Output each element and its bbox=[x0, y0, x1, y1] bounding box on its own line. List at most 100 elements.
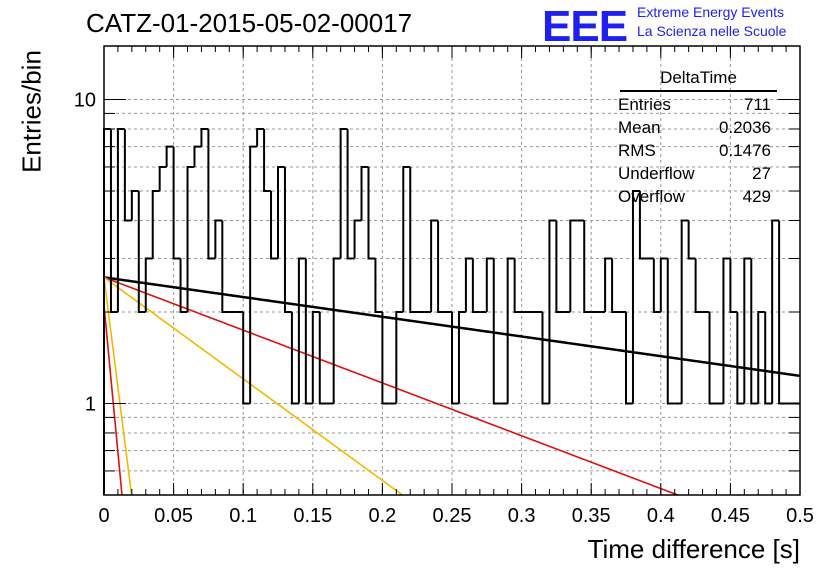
histogram-bin bbox=[353, 219, 362, 259]
histogram-bin bbox=[513, 258, 522, 313]
histogram-bin bbox=[666, 258, 675, 405]
stats-row: Underflow 27 bbox=[612, 162, 777, 185]
histogram-bin bbox=[165, 145, 174, 167]
tick-labels: 0 0.05 0.1 0.15 0.2 0.25 0.3 0.35 0.4 0.45 0.5 1 10 bbox=[74, 90, 814, 527]
histogram-bin bbox=[186, 165, 195, 312]
histogram-bin bbox=[771, 219, 780, 404]
histogram-bin bbox=[200, 127, 209, 147]
histogram-bin bbox=[611, 258, 620, 313]
histogram-bin bbox=[179, 258, 188, 313]
histogram-bin bbox=[137, 191, 146, 313]
histogram-bin bbox=[318, 311, 327, 405]
histogram-bin bbox=[277, 165, 285, 259]
x-axis-label: Time difference [s] bbox=[587, 534, 800, 564]
stats-label: Entries bbox=[618, 95, 671, 114]
x-tick-label: 0 bbox=[98, 505, 109, 527]
histogram-bin bbox=[263, 128, 272, 193]
histogram-bin bbox=[451, 311, 459, 405]
logo-line-2: La Scienza nelle Scuole bbox=[637, 23, 787, 39]
histogram-bin bbox=[506, 257, 515, 404]
stats-label: Mean bbox=[618, 118, 661, 137]
histogram-bin bbox=[339, 127, 348, 259]
fit-curve bbox=[103, 276, 679, 496]
stats-label: Overflow bbox=[618, 187, 686, 206]
histogram-bin bbox=[471, 258, 480, 313]
histogram-bin bbox=[283, 166, 292, 313]
histogram-bin bbox=[631, 190, 640, 404]
histogram-bin bbox=[311, 310, 320, 404]
histogram-bin bbox=[123, 128, 132, 222]
histogram-bin bbox=[207, 128, 216, 260]
histogram-bin bbox=[569, 219, 578, 312]
histogram-bin bbox=[430, 219, 439, 312]
histogram-bin bbox=[172, 146, 181, 260]
histogram-bin bbox=[256, 127, 265, 147]
histogram-bin bbox=[548, 219, 557, 404]
y-axis-label: Entries/bin bbox=[16, 50, 47, 173]
histogram-bin bbox=[360, 165, 369, 221]
stats-value: 27 bbox=[752, 164, 771, 183]
fit-curve bbox=[103, 277, 133, 496]
x-tick-label: 0.2 bbox=[368, 505, 396, 527]
stats-row: Mean 0.2036 bbox=[612, 116, 777, 139]
histogram-bin bbox=[290, 311, 299, 405]
chart-title: CATZ-01-2015-05-02-00017 bbox=[86, 8, 413, 38]
stats-row: RMS 0.1476 bbox=[612, 139, 777, 162]
x-tick-label: 0.05 bbox=[154, 505, 193, 527]
x-tick-label: 0.45 bbox=[711, 505, 750, 527]
histogram-bin bbox=[687, 220, 696, 260]
histogram-bin bbox=[193, 145, 202, 167]
histogram-bin bbox=[743, 257, 752, 404]
histogram-bin bbox=[694, 258, 703, 313]
histogram-bin bbox=[221, 220, 230, 313]
histogram-bin bbox=[116, 127, 125, 312]
histogram-bin bbox=[437, 220, 446, 313]
histogram-bin bbox=[764, 311, 773, 405]
histogram-bin bbox=[395, 310, 404, 404]
histogram-bin bbox=[402, 165, 411, 312]
histogram-bin bbox=[757, 310, 766, 404]
stats-row: Entries 711 bbox=[612, 93, 777, 116]
histogram-bin bbox=[729, 258, 738, 313]
histogram-bin bbox=[409, 166, 418, 313]
histogram-bin bbox=[708, 311, 717, 405]
histogram-bin bbox=[297, 257, 306, 404]
stats-value: 0.1476 bbox=[719, 141, 771, 160]
histogram-bin bbox=[604, 257, 613, 312]
histogram-bin bbox=[722, 257, 731, 404]
eee-logo: EEE bbox=[542, 2, 628, 51]
histogram-bin bbox=[485, 257, 494, 312]
histogram-bin bbox=[625, 311, 633, 405]
histogram-bin bbox=[214, 219, 223, 259]
histogram-bin bbox=[151, 190, 160, 259]
axis-ticks bbox=[103, 46, 801, 495]
x-tick-label: 0.25 bbox=[433, 505, 472, 527]
histogram-bin bbox=[638, 191, 647, 260]
stats-box: DeltaTime Entries 711 Mean 0.2036 RMS 0.147… bbox=[612, 68, 777, 208]
histogram-bin bbox=[332, 257, 341, 404]
histogram-bin bbox=[381, 311, 390, 405]
x-tick-label: 0.3 bbox=[508, 505, 536, 527]
stats-row: Overflow 429 bbox=[612, 185, 777, 208]
x-tick-label: 0.35 bbox=[572, 505, 611, 527]
histogram-bin bbox=[304, 258, 313, 405]
histogram-bin bbox=[374, 258, 383, 313]
histogram-bin bbox=[346, 128, 355, 260]
histogram-bin bbox=[464, 257, 473, 312]
histogram-bin bbox=[680, 219, 689, 404]
histogram-bin bbox=[158, 165, 167, 192]
x-tick-label: 0.1 bbox=[229, 505, 257, 527]
y-tick-label: 10 bbox=[74, 90, 96, 112]
histogram-bin bbox=[249, 145, 258, 404]
histogram-bin bbox=[492, 258, 501, 405]
histogram-bars bbox=[103, 127, 800, 495]
stats-label: RMS bbox=[618, 141, 656, 160]
histogram-bin bbox=[750, 258, 759, 405]
histogram-bin bbox=[659, 257, 668, 312]
histogram-bin bbox=[541, 311, 550, 405]
fit-curve bbox=[103, 276, 403, 496]
histogram-bin bbox=[144, 257, 153, 312]
histogram-bin bbox=[457, 310, 466, 404]
x-tick-label: 0.5 bbox=[786, 505, 814, 527]
